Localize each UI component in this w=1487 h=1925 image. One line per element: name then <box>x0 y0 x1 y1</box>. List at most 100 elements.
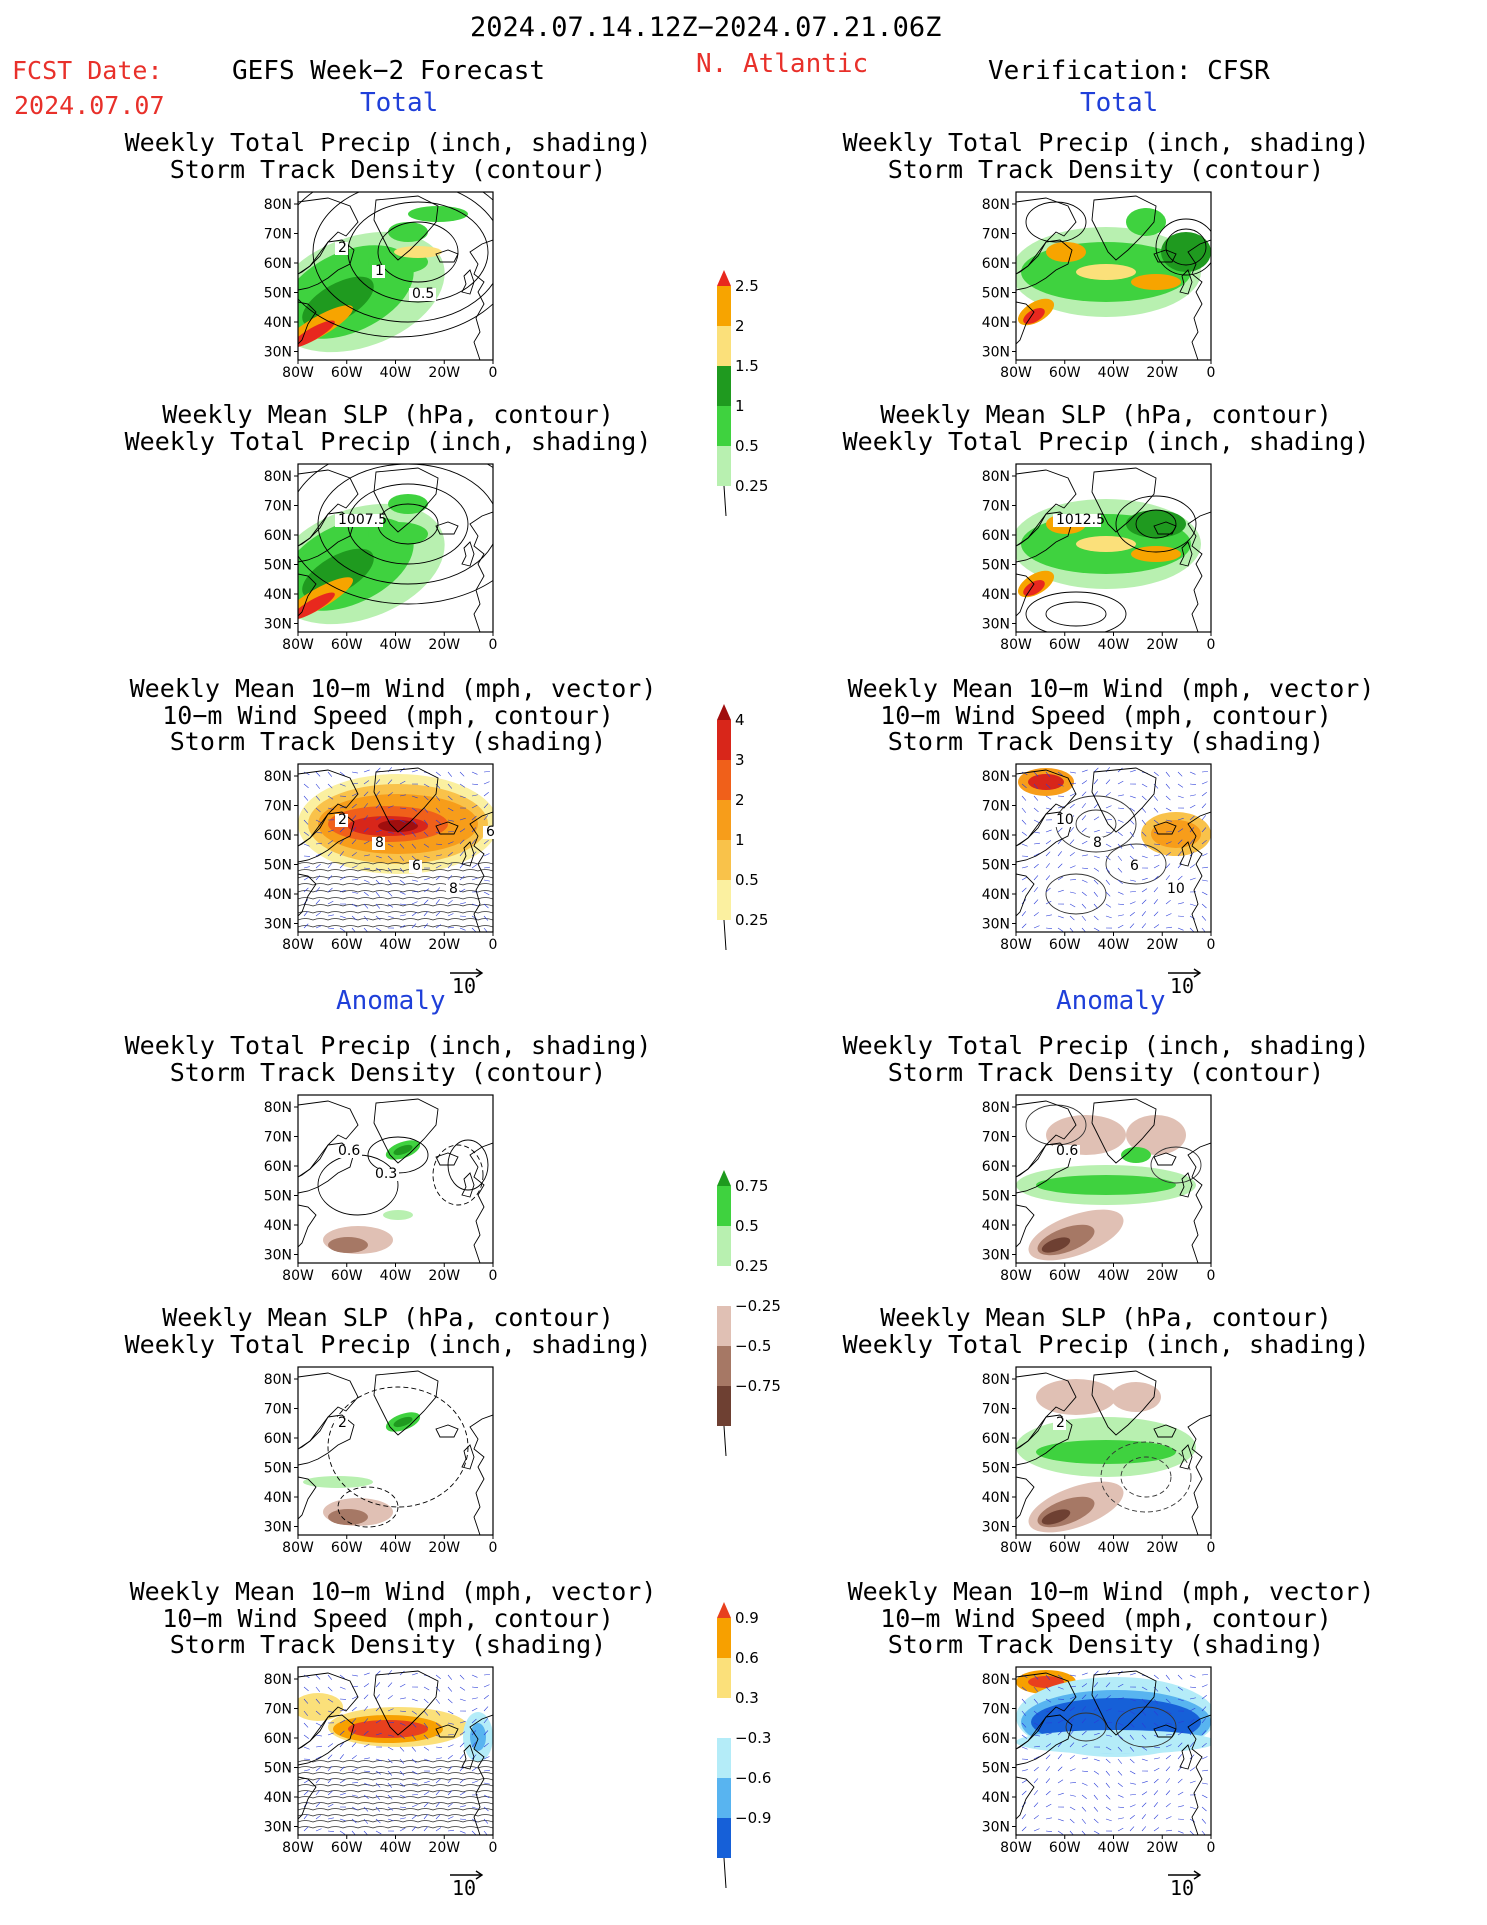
lon-tick-l3-2: 40W <box>380 937 412 953</box>
lat-tick-l1-4: 40N <box>264 315 292 331</box>
lat-tick-ra1-0: 80N <box>982 1100 1010 1116</box>
cb1-label-2: 1.5 <box>735 357 759 375</box>
lat-tick-l2-0: 80N <box>264 469 292 485</box>
lat-tick-ra2-1: 70N <box>982 1402 1010 1418</box>
map-panel-ra1: 80N 70N 60N 50N 40N 30N 80W 60W 40W 20W 0 0.6 <box>982 1094 1216 1284</box>
cb4-label-5: −0.9 <box>735 1809 771 1827</box>
lat-tick-la3-5: 30N <box>264 1820 292 1836</box>
lon-tick-l1-2: 40W <box>380 365 412 381</box>
cb2-label-4: 0.5 <box>735 871 759 889</box>
cb2-label-2: 2 <box>735 791 745 809</box>
lon-tick-la2-4: 0 <box>489 1540 498 1556</box>
lon-tick-r1-0: 80W <box>1000 365 1032 381</box>
contour-label-l3-1: 8 <box>375 835 384 851</box>
lat-tick-ra2-5: 30N <box>982 1520 1010 1536</box>
lat-tick-l1-5: 30N <box>264 345 292 361</box>
lon-tick-ra1-0: 80W <box>1000 1268 1032 1284</box>
lon-tick-l1-0: 80W <box>282 365 314 381</box>
lat-tick-ra3-3: 50N <box>982 1761 1010 1777</box>
cb2-label-5: 0.25 <box>735 911 768 929</box>
title-l3-c: Storm Track Density (shading) <box>169 727 607 756</box>
lon-tick-ra2-1: 60W <box>1049 1540 1081 1556</box>
contour-label-la1-0: 0.6 <box>338 1143 360 1159</box>
lon-tick-ra1-4: 0 <box>1207 1268 1216 1284</box>
lon-tick-ra1-2: 40W <box>1098 1268 1130 1284</box>
title-la3-a: Weekly Mean 10−m Wind (mph, vector) <box>129 1577 657 1606</box>
lat-tick-r1-0: 80N <box>982 197 1010 213</box>
contour-label-l3-4: 6 <box>486 824 495 840</box>
lat-tick-r2-0: 80N <box>982 469 1010 485</box>
lat-tick-la3-3: 50N <box>264 1761 292 1777</box>
lat-tick-l3-3: 50N <box>264 858 292 874</box>
lat-tick-r1-2: 60N <box>982 256 1010 272</box>
lat-tick-la3-0: 80N <box>264 1672 292 1688</box>
lat-tick-la1-3: 50N <box>264 1189 292 1205</box>
vector-ref-arrow-ra3: 10 <box>1166 1866 1206 1900</box>
title-r3-b: 10−m Wind Speed (mph, contour) <box>880 701 1332 730</box>
title-r2-a: Weekly Mean SLP (hPa, contour) <box>880 400 1332 429</box>
lat-tick-ra1-4: 40N <box>982 1218 1010 1234</box>
lat-tick-r3-4: 40N <box>982 887 1010 903</box>
fcst-date-label: FCST Date: <box>12 56 163 85</box>
lat-tick-ra2-0: 80N <box>982 1372 1010 1388</box>
lon-tick-r1-4: 0 <box>1207 365 1216 381</box>
map-panel-l2: 80N 70N 60N 50N 40N 30N 80W 60W 40W 20W 0 1007.5 <box>264 463 498 653</box>
verification-title: Verification: CFSR <box>988 56 1270 86</box>
title-l1-a: Weekly Total Precip (inch, shading) <box>124 128 652 157</box>
lon-tick-la1-0: 80W <box>282 1268 314 1284</box>
lon-tick-r3-2: 40W <box>1098 937 1130 953</box>
lat-tick-l1-2: 60N <box>264 256 292 272</box>
lon-tick-la1-3: 20W <box>428 1268 460 1284</box>
lat-tick-ra3-2: 60N <box>982 1731 1010 1747</box>
lat-tick-l2-2: 60N <box>264 528 292 544</box>
lon-tick-l2-3: 20W <box>428 637 460 653</box>
lon-tick-ra2-2: 40W <box>1098 1540 1130 1556</box>
title-ra3-c: Storm Track Density (shading) <box>887 1630 1325 1659</box>
lon-tick-ra3-3: 20W <box>1146 1840 1178 1856</box>
region-title: N. Atlantic <box>696 49 869 79</box>
contour-label-l1-2: 0.5 <box>412 286 434 302</box>
section-total-left: Total <box>360 88 439 118</box>
lat-tick-l1-0: 80N <box>264 197 292 213</box>
vector-ref-label-l3: 10 <box>452 974 477 998</box>
lat-tick-la1-1: 70N <box>264 1130 292 1146</box>
lat-tick-l3-2: 60N <box>264 828 292 844</box>
vector-ref-label-ra3: 10 <box>1170 1876 1195 1900</box>
title-la3-c: Storm Track Density (shading) <box>169 1630 607 1659</box>
lat-tick-l2-5: 30N <box>264 617 292 633</box>
contour-label-l1-0: 2 <box>338 240 347 256</box>
lat-tick-la1-4: 40N <box>264 1218 292 1234</box>
lon-tick-ra3-4: 0 <box>1207 1840 1216 1856</box>
lon-tick-l2-4: 0 <box>489 637 498 653</box>
map-panel-r3: 80N 70N 60N 50N 40N 30N 80W 60W 40W 20W 0 10 8 6 10 <box>982 763 1215 953</box>
lat-tick-ra1-1: 70N <box>982 1130 1010 1146</box>
title-ra3-b: 10−m Wind Speed (mph, contour) <box>880 1604 1332 1633</box>
map-panel-r2: 80N 70N 60N 50N 40N 30N 80W 60W 40W 20W 0 1012.5 <box>982 463 1215 653</box>
lon-tick-ra2-3: 20W <box>1146 1540 1178 1556</box>
cb2-label-1: 3 <box>735 751 745 769</box>
lat-tick-r3-1: 70N <box>982 799 1010 815</box>
vector-ref-arrow-l3: 10 <box>448 964 488 998</box>
title-r3-a: Weekly Mean 10−m Wind (mph, vector) <box>847 674 1375 703</box>
cb3-label-3: −0.25 <box>735 1297 781 1315</box>
cb3-label-0: 0.75 <box>735 1177 768 1195</box>
lon-tick-l2-2: 40W <box>380 637 412 653</box>
title-ra1-b: Storm Track Density (contour) <box>887 1058 1325 1087</box>
cb4-label-0: 0.9 <box>735 1609 759 1627</box>
lat-tick-ra3-5: 30N <box>982 1820 1010 1836</box>
lat-tick-la3-1: 70N <box>264 1702 292 1718</box>
contour-label-l3-0: 2 <box>338 812 347 828</box>
lat-tick-la1-5: 30N <box>264 1248 292 1264</box>
cb4-label-3: −0.3 <box>735 1729 771 1747</box>
lon-tick-ra1-1: 60W <box>1049 1268 1081 1284</box>
colorbar-storm-anomaly: 0.9 0.6 0.3 −0.3 −0.6 −0.9 <box>717 1602 771 1889</box>
lat-tick-ra2-3: 50N <box>982 1461 1010 1477</box>
lat-tick-l3-4: 40N <box>264 887 292 903</box>
lon-tick-r1-3: 20W <box>1146 365 1178 381</box>
lat-tick-l2-4: 40N <box>264 587 292 603</box>
contour-label-la1-1: 0.3 <box>375 1166 397 1182</box>
map-panel-l3: 80N 70N 60N 50N 40N 30N 80W 60W 40W 20W 0 2 8 6 8 6 <box>264 763 497 953</box>
contour-label-r2-0: 1012.5 <box>1056 512 1105 528</box>
cb1-label-1: 2 <box>735 317 745 335</box>
colorbar-precip-anomaly: 0.75 0.5 0.25 −0.25 −0.5 −0.75 <box>717 1170 781 1457</box>
